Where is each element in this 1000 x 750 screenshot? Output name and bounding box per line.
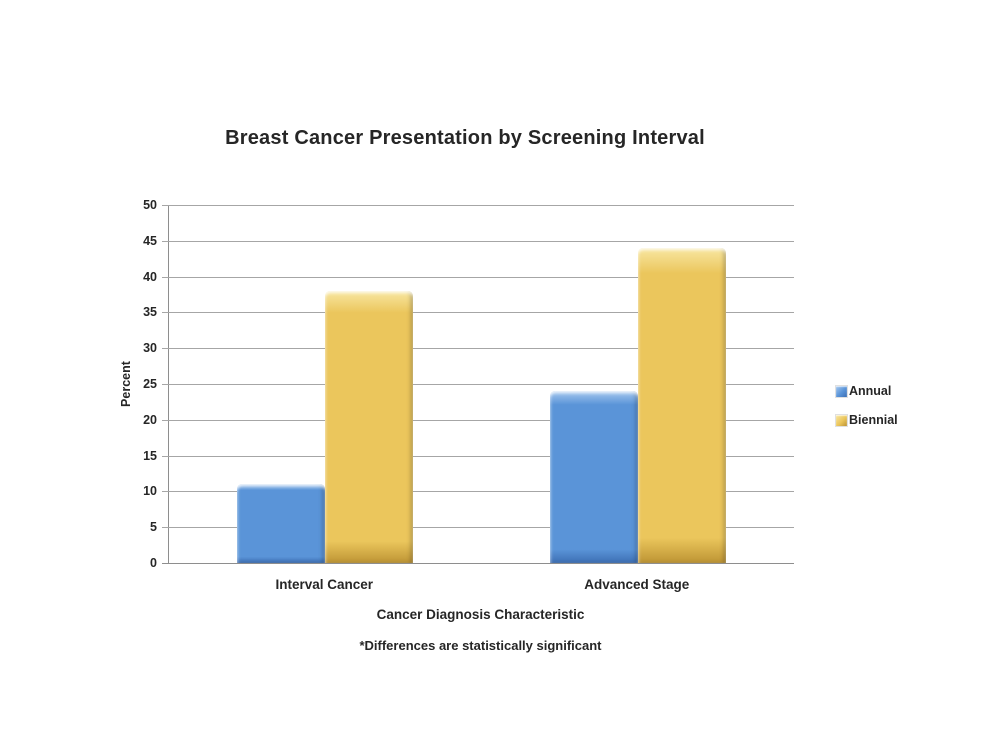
gridline-40 (162, 276, 794, 278)
legend-label-annual: Annual (849, 384, 892, 398)
y-tick-label-20: 20 (143, 412, 157, 427)
x-axis-category-labels: Interval Cancer Advanced Stage (168, 577, 793, 597)
gridline-50 (162, 205, 794, 206)
y-tick-label-15: 15 (143, 448, 157, 463)
chart-title: Breast Cancer Presentation by Screening … (225, 127, 705, 149)
gridline-25 (162, 384, 794, 385)
y-axis-zero-tick (162, 563, 169, 564)
x-category-label-advanced-stage: Advanced Stage (584, 577, 690, 592)
y-tick-label-45: 45 (143, 233, 157, 248)
gridline-10 (162, 491, 794, 493)
legend-marker-biennial-icon (836, 415, 847, 426)
y-tick-label-30: 30 (143, 341, 157, 356)
legend-marker-annual-icon (836, 386, 847, 397)
legend-item-biennial: Biennial (836, 412, 898, 429)
legend: Annual Biennial (836, 383, 898, 441)
x-axis-title: Cancer Diagnosis Characteristic (376, 607, 585, 622)
gridline-20 (162, 419, 794, 421)
bar-biennial-interval-cancer (325, 290, 414, 563)
y-tick-label-25: 25 (143, 377, 157, 391)
y-tick-label-5: 5 (150, 520, 157, 535)
y-tick-label-0: 0 (150, 556, 157, 570)
y-tick-label-40: 40 (143, 269, 157, 284)
plot-area (162, 205, 794, 564)
gridline-30 (162, 348, 794, 350)
legend-label-biennial: Biennial (849, 413, 898, 427)
y-tick-label-10: 10 (143, 484, 157, 499)
bar-biennial-advanced-stage (637, 247, 726, 563)
bar-annual-interval-cancer (237, 484, 326, 563)
y-tick-label-50: 50 (143, 198, 157, 212)
x-category-label-interval-cancer: Interval Cancer (275, 577, 374, 592)
gridline-45 (162, 240, 794, 242)
gridline-5 (162, 527, 794, 529)
bar-annual-advanced-stage (549, 391, 638, 563)
footnote: *Differences are statistically significa… (359, 638, 602, 653)
y-axis-tick-labels: 0 5 10 15 20 25 30 35 40 45 50 (0, 198, 157, 570)
legend-item-annual: Annual (836, 383, 898, 400)
gridline-15 (162, 455, 794, 457)
gridline-35 (162, 312, 794, 314)
y-tick-label-35: 35 (143, 305, 157, 320)
